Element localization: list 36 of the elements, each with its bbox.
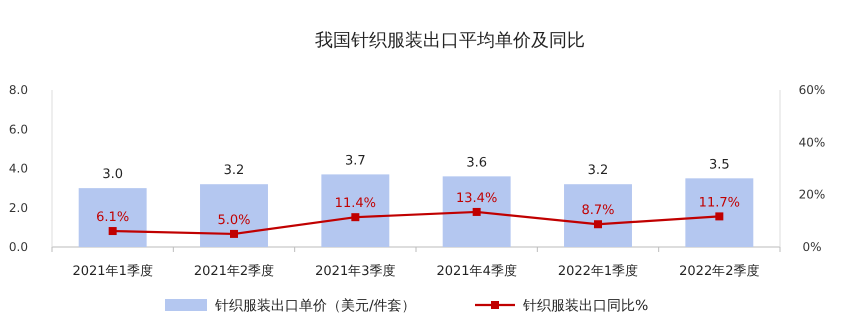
chart-title: 我国针织服装出口平均单价及同比 — [315, 30, 585, 51]
y2-tick-label: 60% — [798, 83, 826, 97]
data-label: 3.0 — [102, 167, 124, 182]
data-label: 6.1% — [96, 210, 130, 226]
x-tick-label: 2021年2季度 — [194, 263, 274, 279]
x-tick-label: 2021年4季度 — [436, 263, 517, 279]
x-tick-label: 2022年2季度 — [679, 263, 760, 279]
legend-label: 针织服装出口同比% — [522, 298, 648, 314]
data-label: 8.7% — [581, 203, 615, 218]
y-tick-label: 2.0 — [8, 200, 28, 215]
point — [230, 230, 238, 238]
y2-tick-label: 0% — [802, 240, 822, 254]
y-tick-label: 4.0 — [8, 162, 28, 176]
data-label: 11.4% — [334, 196, 376, 212]
x-tick-label: 2022年1季度 — [558, 263, 638, 279]
y-tick-label: 0.0 — [8, 240, 28, 254]
data-label: 3.2 — [588, 163, 608, 178]
point — [715, 212, 724, 220]
data-label: 3.7 — [344, 153, 366, 168]
point — [351, 213, 360, 222]
legend-label: 针织服装出口单价（美元/件套） — [214, 298, 416, 314]
data-label: 3.6 — [466, 155, 488, 170]
data-label: 5.0% — [217, 212, 251, 228]
y2-tick-label: 40% — [798, 135, 826, 150]
point — [594, 220, 602, 228]
x-tick-label: 2021年3季度 — [315, 263, 396, 279]
y-tick-label: 6.0 — [8, 122, 28, 136]
y-tick-label: 8.0 — [8, 83, 28, 97]
y2-tick-label: 20% — [798, 188, 826, 202]
data-label: 13.4% — [456, 190, 498, 206]
data-label: 11.7% — [698, 195, 740, 210]
x-tick-label: 2021年1季度 — [72, 263, 153, 279]
data-label: 3.5 — [708, 157, 730, 172]
data-label: 3.2 — [224, 163, 244, 178]
point — [108, 227, 117, 236]
point — [472, 208, 481, 216]
